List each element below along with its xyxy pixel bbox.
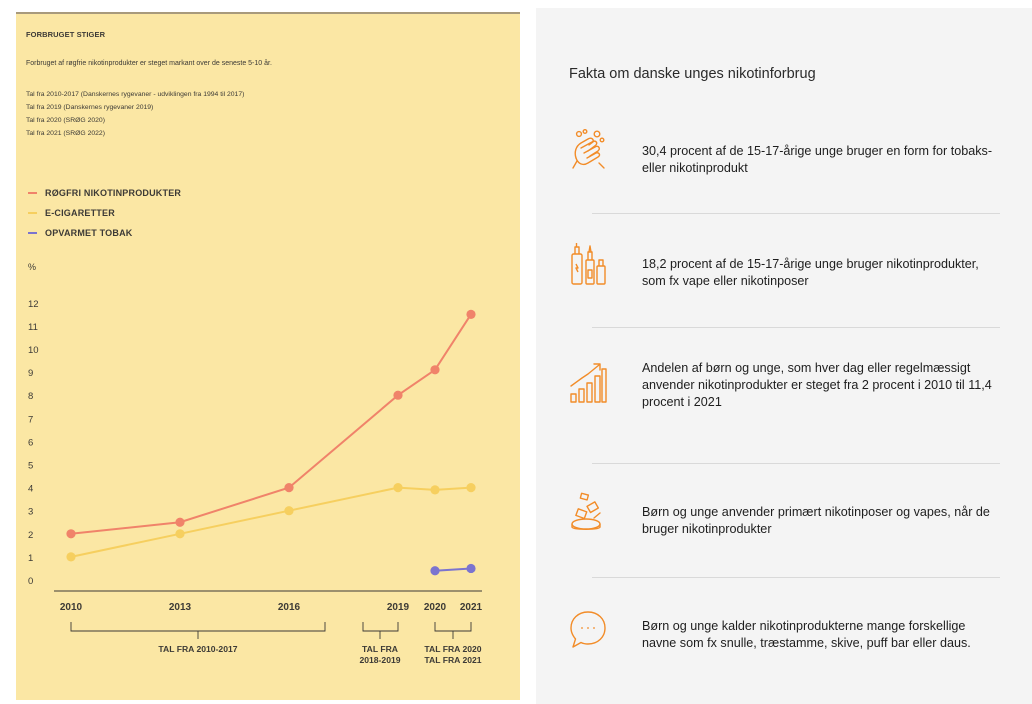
data-point — [66, 529, 76, 539]
y-tick-label: 4 — [28, 484, 33, 495]
data-point — [175, 517, 185, 527]
fact-text: 18,2 procent af de 15-17-årige unge brug… — [642, 257, 979, 288]
legend-label: E-CIGARETTER — [45, 208, 115, 218]
hand-washing-icon — [572, 129, 605, 169]
divider — [592, 577, 1000, 578]
legend-swatch — [28, 192, 37, 194]
period-label: TAL FRA 2021 — [424, 655, 481, 665]
rising-bars-icon — [570, 363, 607, 403]
divider — [592, 463, 1000, 464]
y-tick-label: 10 — [28, 345, 39, 356]
legend-swatch — [28, 232, 37, 234]
x-tick-label: 2016 — [278, 602, 301, 613]
period-bracket — [362, 622, 399, 632]
series-line — [70, 313, 472, 535]
fact-text: Børn og unge kalder nikotinprodukterne m… — [642, 619, 971, 650]
data-point — [430, 485, 440, 495]
period-label: TAL FRA 2010-2017 — [158, 644, 237, 654]
data-point — [393, 483, 403, 493]
source-line: Tal fra 2019 (Danskernes rygevaner 2019) — [26, 104, 154, 111]
series-line — [70, 486, 472, 558]
legend-item: E-CIGARETTER — [28, 203, 181, 223]
speech-bubble-icon — [570, 611, 606, 648]
data-point — [284, 506, 294, 516]
y-tick-label: 7 — [28, 414, 33, 425]
legend-item: OPVARMET TOBAK — [28, 223, 181, 243]
period-bracket — [70, 622, 326, 632]
period-label: TAL FRA — [362, 644, 398, 654]
data-point — [466, 309, 476, 319]
chart-subtitle: Forbruget af røgfrie nikotinprodukter er… — [26, 60, 272, 67]
y-axis-label: % — [28, 262, 36, 272]
facts-panel: Fakta om danske unges nikotinforbrug 30,… — [536, 8, 1032, 704]
y-tick-label: 3 — [28, 507, 33, 518]
fact-text: 30,4 procent af de 15-17-årige unge brug… — [642, 144, 993, 175]
data-point — [466, 483, 476, 493]
nicotine-pouch-icon — [571, 492, 601, 530]
x-tick-label: 2010 — [60, 602, 83, 613]
divider — [592, 213, 1000, 214]
chart-legend: RØGFRI NIKOTINPRODUKTER E-CIGARETTER OPV… — [28, 183, 181, 243]
data-point — [284, 483, 294, 493]
data-point — [66, 552, 76, 562]
legend-item: RØGFRI NIKOTINPRODUKTER — [28, 183, 181, 203]
legend-swatch — [28, 212, 37, 214]
x-tick-label: 2021 — [460, 602, 483, 613]
y-tick-label: 6 — [28, 437, 33, 448]
fact-text: Andelen af børn og unge, som hver dag el… — [642, 361, 992, 409]
facts-title: Fakta om danske unges nikotinforbrug — [569, 66, 816, 82]
y-tick-label: 5 — [28, 461, 33, 472]
chart-heading: FORBRUGET STIGER — [26, 30, 106, 39]
period-label: TAL FRA 2020 — [424, 644, 481, 654]
x-tick-label: 2013 — [169, 602, 192, 613]
data-point — [393, 390, 403, 400]
legend-label: RØGFRI NIKOTINPRODUKTER — [45, 188, 182, 198]
y-tick-label: 11 — [28, 322, 38, 333]
x-tick-label: 2020 — [424, 602, 447, 613]
source-line: Tal fra 2021 (SRØG 2022) — [26, 130, 105, 137]
data-point — [430, 566, 440, 576]
y-tick-label: 9 — [28, 368, 33, 379]
series-line — [434, 567, 472, 572]
data-point — [175, 529, 185, 539]
data-point — [466, 563, 476, 574]
x-tick-label: 2019 — [387, 602, 410, 613]
divider — [592, 327, 1000, 328]
y-tick-label: 8 — [28, 391, 33, 402]
vape-bottles-icon — [571, 243, 606, 285]
legend-label: OPVARMET TOBAK — [45, 228, 133, 238]
chart-panel: FORBRUGET STIGER Forbruget af røgfrie ni… — [16, 12, 520, 700]
source-line: Tal fra 2020 (SRØG 2020) — [26, 117, 105, 124]
source-line: Tal fra 2010-2017 (Danskernes rygevaner … — [26, 91, 245, 98]
y-tick-label: 12 — [28, 299, 39, 310]
fact-text: Børn og unge anvender primært nikotinpos… — [642, 505, 990, 536]
y-tick-label: 0 — [28, 576, 33, 587]
y-tick-label: 2 — [28, 530, 33, 541]
data-point — [430, 365, 440, 375]
period-bracket — [434, 622, 472, 632]
period-label: 2018-2019 — [359, 655, 400, 665]
y-tick-label: 1 — [28, 553, 33, 564]
